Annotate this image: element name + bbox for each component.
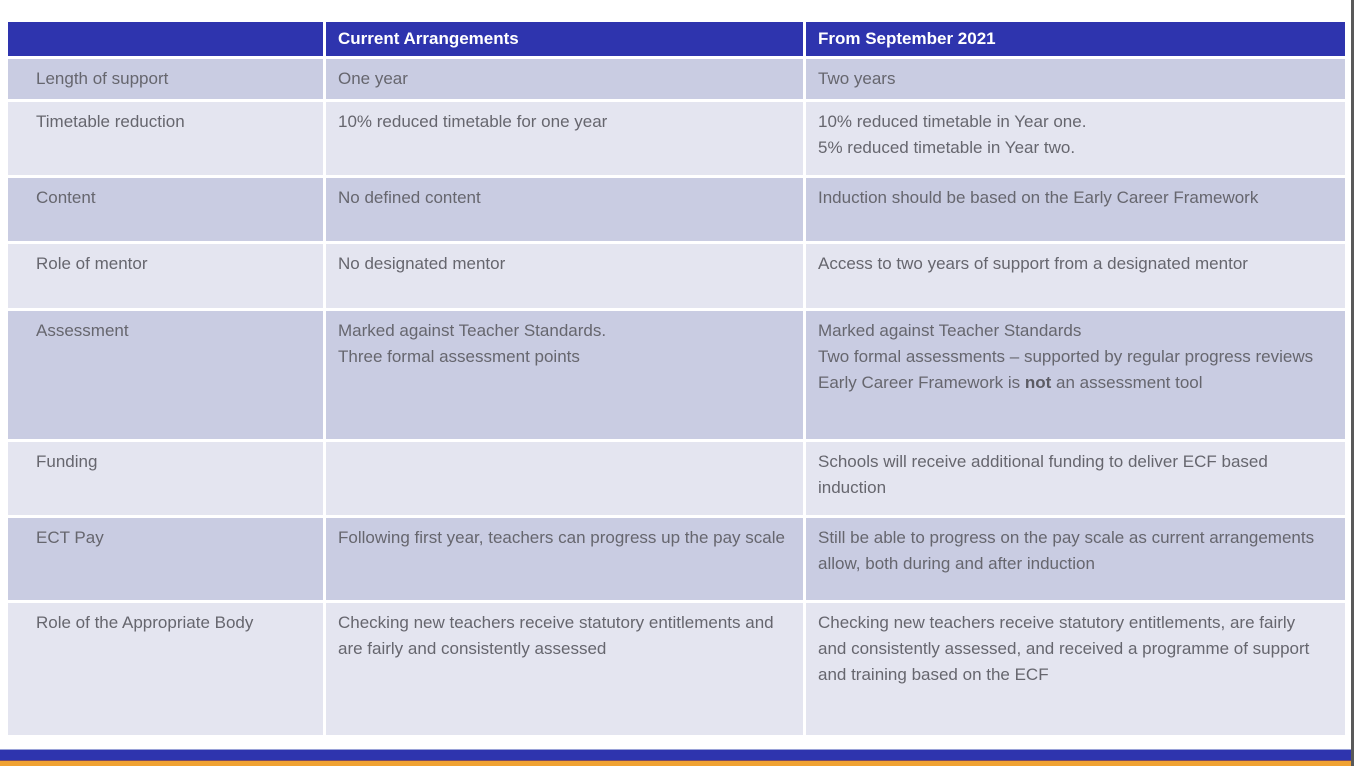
cell-current-arrangements: Checking new teachers receive statutory … <box>326 603 803 735</box>
cell-from-september-2021: Induction should be based on the Early C… <box>806 178 1345 241</box>
cell-current-arrangements: No designated mentor <box>326 244 803 308</box>
cell-from-september-2021: Two years <box>806 59 1345 99</box>
row-label: Funding <box>8 442 323 515</box>
window-edge-line <box>1351 0 1354 766</box>
bottom-accent-bar-orange <box>0 760 1351 766</box>
cell-current-arrangements: Marked against Teacher Standards. Three f… <box>326 311 803 439</box>
table-row: Role of the Appropriate Body Checking ne… <box>8 603 1345 735</box>
table-row: Timetable reduction 10% reduced timetabl… <box>8 102 1345 175</box>
induction-comparison-table: Current Arrangements From September 2021… <box>8 22 1345 738</box>
row-label: Role of the Appropriate Body <box>8 603 323 735</box>
cell-current-arrangements: No defined content <box>326 178 803 241</box>
table-row: Funding Schools will receive additional … <box>8 442 1345 515</box>
table-header-row: Current Arrangements From September 2021 <box>8 22 1345 56</box>
table-row: Role of mentor No designated mentor Acce… <box>8 244 1345 308</box>
cell-current-arrangements: 10% reduced timetable for one year <box>326 102 803 175</box>
row-label: Assessment <box>8 311 323 439</box>
cell-from-september-2021: 10% reduced timetable in Year one. 5% red… <box>806 102 1345 175</box>
row-label: Content <box>8 178 323 241</box>
header-cell-empty <box>8 22 323 56</box>
table-row: ECT Pay Following first year, teachers c… <box>8 518 1345 600</box>
row-label: Timetable reduction <box>8 102 323 175</box>
cell-current-arrangements <box>326 442 803 515</box>
table-row: Assessment Marked against Teacher Standa… <box>8 311 1345 439</box>
cell-from-september-2021: Still be able to progress on the pay sca… <box>806 518 1345 600</box>
cell-from-september-2021: Checking new teachers receive statutory … <box>806 603 1345 735</box>
cell-from-september-2021: Schools will receive additional funding … <box>806 442 1345 515</box>
bottom-accent-bar-blue <box>0 749 1351 760</box>
row-label: Length of support <box>8 59 323 99</box>
row-label: ECT Pay <box>8 518 323 600</box>
header-cell-from-september-2021: From September 2021 <box>806 22 1345 56</box>
table-row: Content No defined content Induction sho… <box>8 178 1345 241</box>
row-label: Role of mentor <box>8 244 323 308</box>
header-cell-current-arrangements: Current Arrangements <box>326 22 803 56</box>
cell-from-september-2021: Marked against Teacher Standards Two form… <box>806 311 1345 439</box>
table-row: Length of support One year Two years <box>8 59 1345 99</box>
cell-from-september-2021: Access to two years of support from a de… <box>806 244 1345 308</box>
cell-current-arrangements: One year <box>326 59 803 99</box>
cell-current-arrangements: Following first year, teachers can progr… <box>326 518 803 600</box>
